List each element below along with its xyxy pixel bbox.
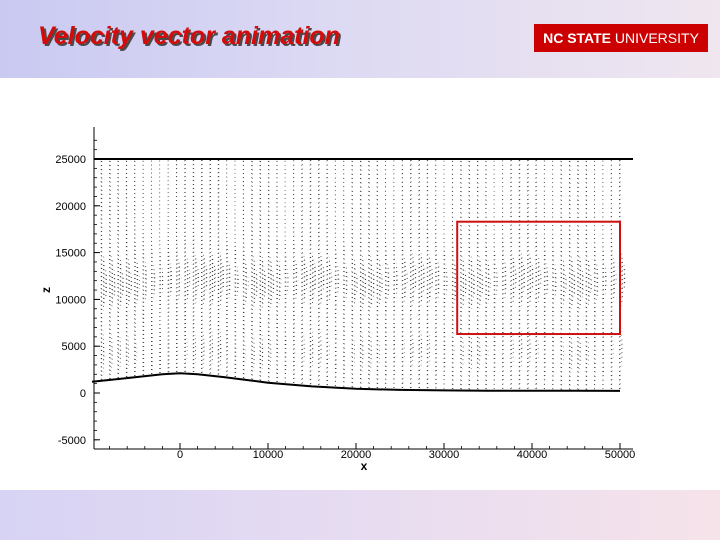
x-tick-label: 50000 xyxy=(605,449,636,461)
y-tick-label: 15000 xyxy=(55,248,86,260)
x-tick-label: 10000 xyxy=(253,449,284,461)
x-tick-label: 0 xyxy=(177,449,183,461)
y-tick-label: 25000 xyxy=(55,154,86,166)
x-tick-label: 30000 xyxy=(429,449,460,461)
axes: -5000 0 5000 10000 15000 20000 25000 0 10000 2000… xyxy=(39,127,635,473)
y-tick-label: 10000 xyxy=(55,294,86,306)
logo-bold-text: NC STATE xyxy=(543,30,611,46)
y-axis-label: z xyxy=(39,287,53,293)
boundaries xyxy=(91,158,633,392)
logo-text: UNIVERSITY xyxy=(611,30,699,46)
footer-band xyxy=(0,490,720,540)
y-tick-label: -5000 xyxy=(58,435,86,447)
y-tick-label: 20000 xyxy=(55,201,86,213)
x-tick-label: 40000 xyxy=(517,449,548,461)
x-axis-label: x xyxy=(361,459,368,473)
x-tick-label: 20000 xyxy=(341,449,372,461)
ncsu-logo: NC STATE UNIVERSITY xyxy=(534,24,708,52)
vector-field xyxy=(100,159,626,390)
y-tick-label: 5000 xyxy=(62,341,86,353)
slide-title: Velocity vector animation xyxy=(38,22,340,50)
velocity-vectors xyxy=(100,159,626,390)
terrain-line xyxy=(91,372,621,392)
y-tick-label: 0 xyxy=(80,388,86,400)
highlight-box xyxy=(456,220,622,336)
